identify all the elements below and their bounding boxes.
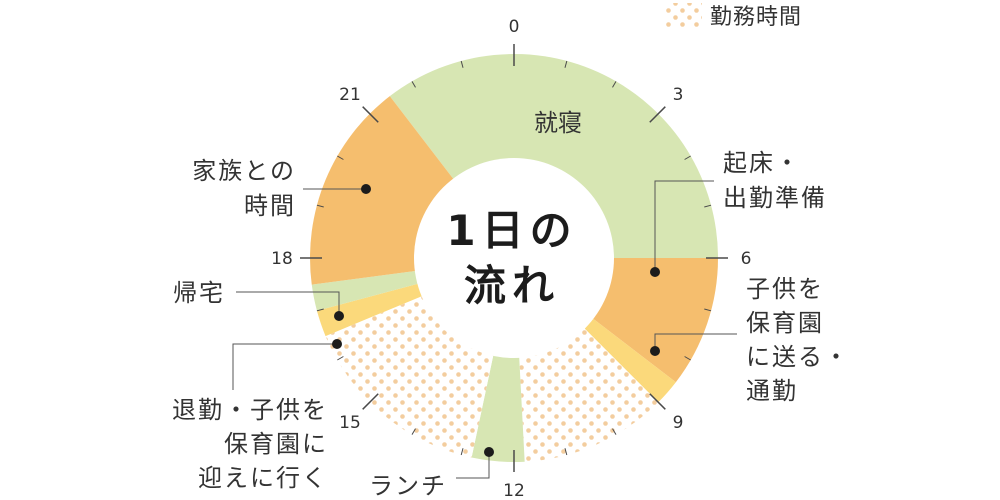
tick-23 — [460, 60, 464, 68]
tick-label-6: 6 — [741, 249, 752, 269]
tick-5 — [704, 204, 712, 208]
tick-10 — [612, 428, 617, 435]
tick-label-15: 15 — [339, 413, 361, 433]
slice-label-4-0: ランチ — [369, 472, 447, 500]
center-title: 1日の 流れ — [446, 206, 577, 310]
slice-label-0-0: 就寝 — [534, 109, 582, 137]
tick-17 — [316, 308, 324, 312]
slice-label-6-2: 迎えに行く — [198, 464, 328, 492]
leader-line-4 — [456, 452, 490, 479]
callout-dot-8 — [361, 184, 371, 194]
slice-label-8-1: 時間 — [244, 192, 296, 220]
tick-13 — [460, 448, 464, 456]
leader-line-2 — [654, 333, 737, 351]
center-title-line-2: 流れ — [464, 261, 560, 310]
slice-label-8-0: 家族との — [192, 157, 296, 185]
callout-dot-6 — [332, 339, 342, 349]
slice-label-2-0: 子供を — [746, 275, 824, 303]
tick-label-12: 12 — [503, 481, 525, 500]
slice-label-6-1: 保育園に — [224, 430, 328, 458]
tick-label-3: 3 — [673, 85, 684, 105]
legend-label: 勤務時間 — [710, 5, 802, 30]
tick-2 — [612, 81, 617, 88]
callout-dot-2 — [650, 346, 660, 356]
tick-7 — [704, 308, 712, 312]
tick-11 — [564, 448, 568, 456]
tick-3 — [649, 106, 666, 123]
callout-dot-1 — [650, 267, 660, 277]
slice-0 — [389, 54, 718, 259]
center-title-line-1: 1日の — [446, 206, 577, 255]
tick-15 — [362, 393, 379, 410]
tick-22 — [411, 81, 416, 88]
tick-20 — [337, 155, 344, 160]
slice-label-2-1: 保育園 — [746, 309, 824, 337]
leader-line-6 — [232, 343, 337, 390]
tick-21 — [362, 106, 379, 123]
tick-4 — [684, 155, 691, 160]
tick-14 — [411, 428, 416, 435]
tick-label-21: 21 — [339, 85, 361, 105]
leader-line-7 — [236, 291, 340, 316]
legend: 勤務時間 — [664, 3, 802, 30]
slice-label-2-3: 通勤 — [746, 377, 798, 405]
slice-label-7-0: 帰宅 — [173, 279, 225, 307]
tick-16 — [337, 356, 344, 361]
tick-8 — [684, 356, 691, 361]
tick-label-18: 18 — [271, 249, 293, 269]
tick-label-0: 0 — [509, 17, 520, 37]
leader-line-1 — [654, 180, 714, 272]
tick-19 — [316, 204, 324, 208]
callout-dot-4 — [484, 447, 494, 457]
callout-dot-7 — [334, 311, 344, 321]
tick-label-9: 9 — [673, 413, 684, 433]
tick-9 — [649, 393, 666, 410]
hour-ticks: 0 3 6 9 12 15 18 21 — [271, 17, 751, 500]
legend-swatch — [664, 3, 702, 27]
slice-label-6-0: 退勤・子供を — [172, 396, 328, 424]
slice-label-1-1: 出勤準備 — [723, 184, 827, 212]
tick-1 — [564, 60, 568, 68]
slice-label-2-2: に送る・ — [746, 343, 850, 371]
slice-label-1-0: 起床・ — [723, 149, 801, 177]
donut-hole — [414, 158, 614, 358]
